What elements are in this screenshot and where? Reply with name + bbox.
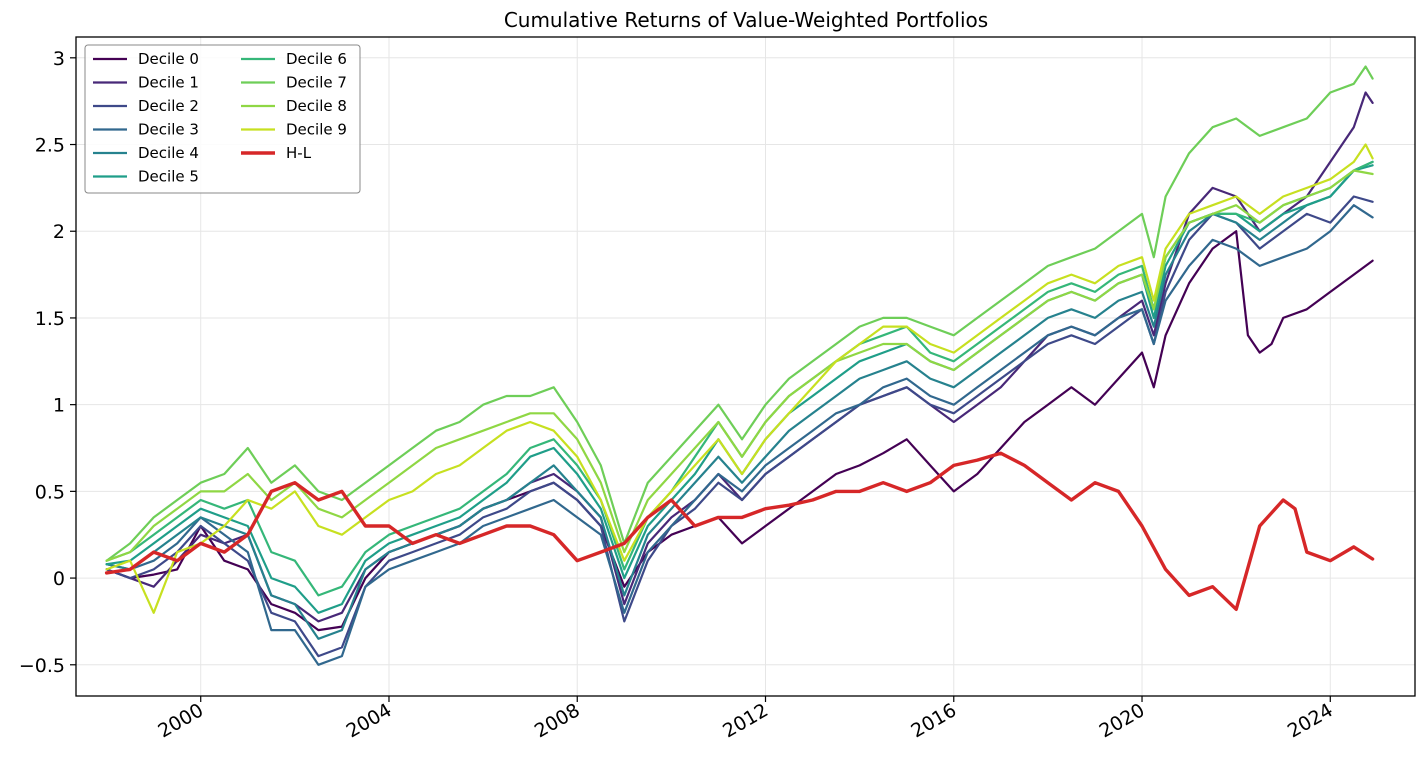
series-line-decile-6 <box>105 160 1374 597</box>
legend: Decile 0 Decile 1 Decile 2 Decile 3 Decile 4… <box>84 44 361 194</box>
y-tick-label: 2 <box>53 221 65 243</box>
y-tick-label: 1 <box>53 395 65 417</box>
x-tick-label: 2004 <box>343 699 396 742</box>
chart-title: Cumulative Returns of Value-Weighted Por… <box>504 8 988 32</box>
legend-label: Decile 1 <box>138 74 199 92</box>
legend-label: Decile 9 <box>286 121 347 139</box>
legend-label: Decile 5 <box>138 168 199 186</box>
y-tick-label: 0.5 <box>35 481 65 503</box>
legend-label: Decile 7 <box>286 74 347 92</box>
series-line-decile-9 <box>105 143 1374 614</box>
series-line-h-l <box>104 451 1375 611</box>
legend-label: Decile 0 <box>138 50 199 68</box>
legend-label: Decile 4 <box>138 144 199 162</box>
x-tick-label: 2012 <box>719 699 772 742</box>
y-tick-label: 2.5 <box>35 135 65 157</box>
x-tick-label: 2020 <box>1096 699 1149 742</box>
y-axis: −0.5 0 0.5 1 1.5 2 2.5 3 <box>19 48 76 677</box>
grid-lines <box>76 37 1415 696</box>
x-tick-label: 2016 <box>907 699 960 742</box>
series-line-decile-3 <box>105 204 1374 666</box>
series-line-decile-8 <box>105 169 1374 562</box>
x-tick-label: 2024 <box>1284 699 1337 742</box>
legend-label: Decile 8 <box>286 97 347 115</box>
y-tick-label: 0 <box>53 568 65 590</box>
series-line-decile-2 <box>105 195 1374 658</box>
plot-frame <box>75 36 1416 697</box>
x-axis: 2000 2004 2008 2012 2016 2020 2024 <box>154 696 1337 743</box>
legend-label: Decile 6 <box>286 50 347 68</box>
y-tick-label: 3 <box>53 48 65 70</box>
x-tick-label: 2000 <box>154 699 207 742</box>
y-tick-label: −0.5 <box>19 655 65 677</box>
x-tick-label: 2008 <box>531 699 584 742</box>
legend-label: H-L <box>286 144 312 162</box>
series-line-decile-4 <box>105 160 1374 640</box>
legend-label: Decile 3 <box>138 121 199 139</box>
series-line-decile-0 <box>105 230 1374 632</box>
series-line-decile-7 <box>105 65 1374 562</box>
series-lines <box>104 65 1375 666</box>
legend-box <box>84 44 361 194</box>
legend-label: Decile 2 <box>138 97 199 115</box>
y-tick-label: 1.5 <box>35 308 65 330</box>
